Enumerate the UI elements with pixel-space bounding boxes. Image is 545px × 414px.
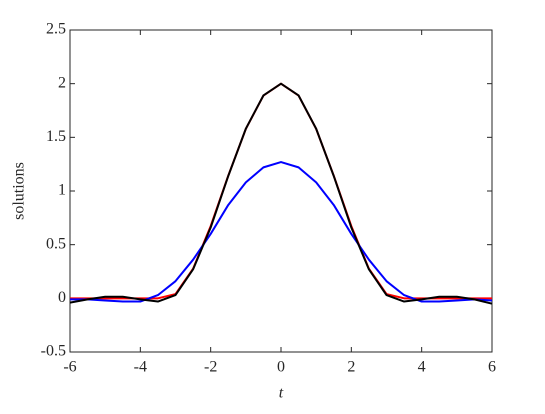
y-tick-label: 2: [58, 74, 66, 91]
x-tick-label: 6: [488, 359, 496, 376]
x-tick-label: 4: [418, 359, 426, 376]
y-tick-label: 0.5: [46, 235, 66, 252]
y-tick-label: -0.5: [41, 343, 66, 360]
x-tick-label: 2: [347, 359, 355, 376]
data-line: [69, 82, 493, 305]
y-tick-label: 2.5: [46, 21, 66, 38]
x-tick-label: -4: [134, 359, 147, 376]
data-line: [70, 161, 493, 303]
y-tick-label: 1: [58, 182, 66, 199]
x-tick-label: -2: [204, 359, 217, 376]
y-tick-label: 0: [58, 289, 66, 306]
y-axis-label: solutions: [11, 162, 28, 220]
x-tick-label: -6: [63, 359, 76, 376]
data-line: [70, 82, 492, 300]
x-axis-label: t: [279, 385, 284, 402]
y-tick-label: 1.5: [46, 128, 66, 145]
plot-frame: [69, 29, 493, 353]
x-tick-label: 0: [277, 359, 285, 376]
